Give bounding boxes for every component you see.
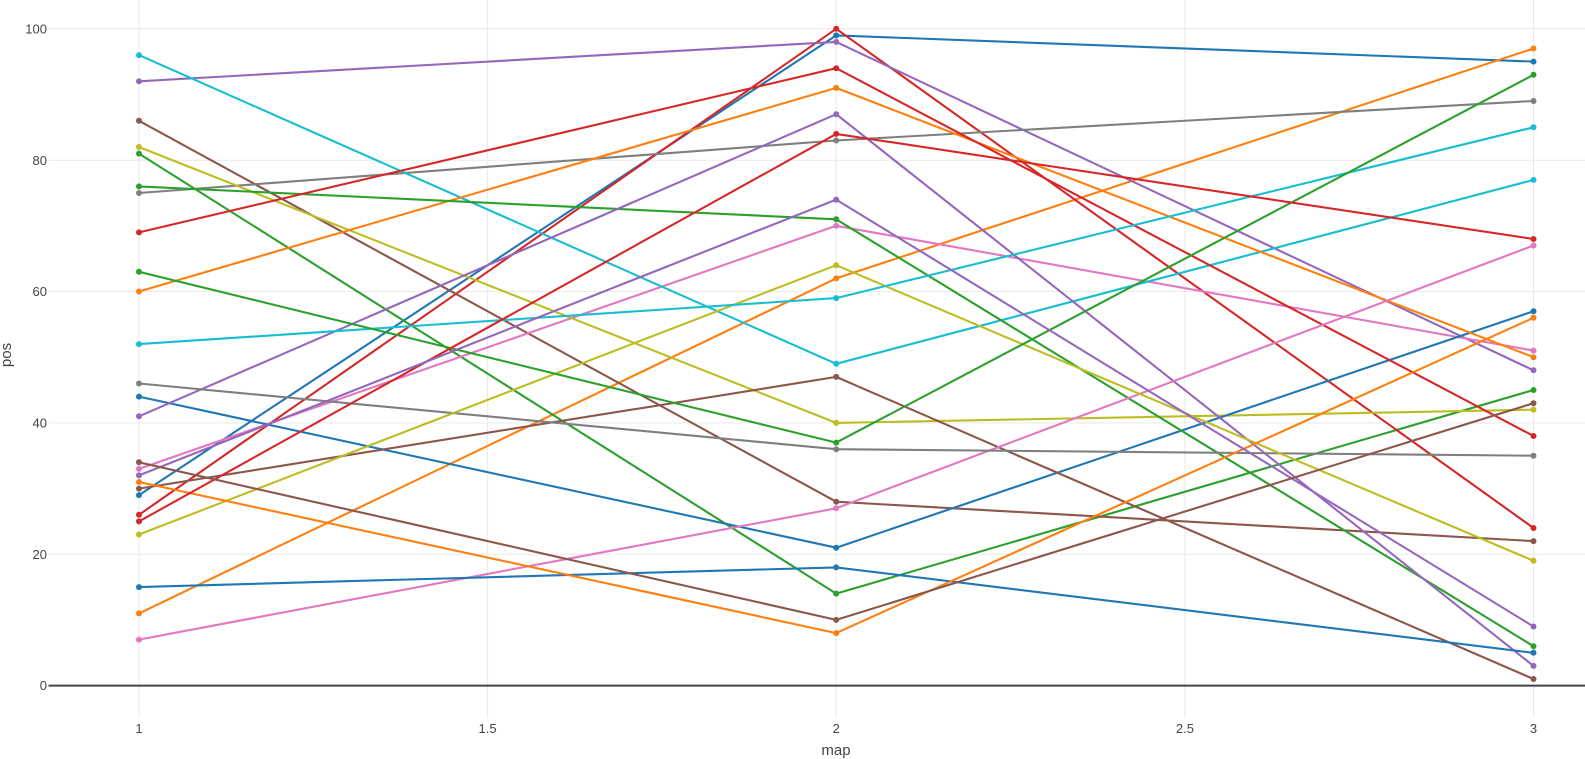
svg-text:2: 2 <box>833 721 840 736</box>
svg-text:40: 40 <box>33 416 47 431</box>
svg-text:1: 1 <box>135 721 142 736</box>
svg-text:map: map <box>821 742 850 759</box>
svg-text:0: 0 <box>40 678 47 693</box>
svg-text:60: 60 <box>33 284 47 299</box>
svg-text:100: 100 <box>25 22 47 37</box>
svg-text:1.5: 1.5 <box>479 721 497 736</box>
svg-text:pos: pos <box>0 343 15 367</box>
svg-text:3: 3 <box>1530 721 1537 736</box>
svg-text:80: 80 <box>33 153 47 168</box>
svg-text:20: 20 <box>33 547 47 562</box>
svg-text:2.5: 2.5 <box>1176 721 1194 736</box>
